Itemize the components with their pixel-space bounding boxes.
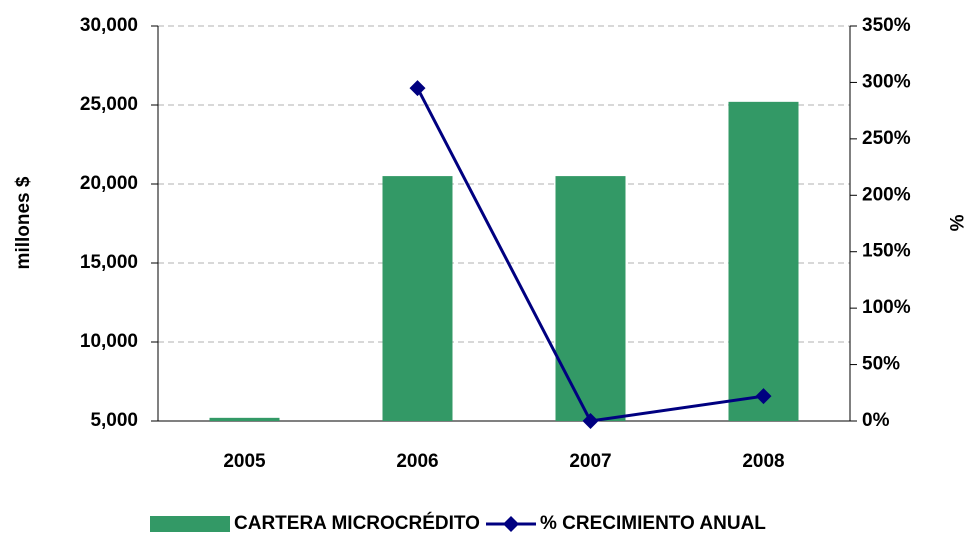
x-tick-label: 2008	[742, 451, 784, 472]
line-marker	[582, 413, 599, 429]
y2-tick-label: 150%	[862, 241, 911, 262]
x-tick-label: 2007	[569, 451, 611, 472]
y-tick-label: 10,000	[80, 331, 138, 352]
line-marker	[755, 388, 772, 405]
y-tick-label: 20,000	[80, 173, 138, 194]
x-tick-label: 2006	[396, 451, 438, 472]
bar	[209, 417, 280, 421]
bar	[382, 176, 453, 421]
y2-tick-label: 50%	[862, 354, 900, 375]
y-axis-label: millones $	[13, 176, 34, 269]
x-tick-label: 2005	[223, 451, 266, 472]
y2-tick-label: 100%	[862, 297, 911, 318]
y-tick-label: 5,000	[90, 410, 138, 431]
bar	[728, 101, 799, 421]
y2-tick-label: 300%	[862, 71, 911, 92]
y2-tick-label: 0%	[862, 410, 890, 431]
y2-tick-label: 250%	[862, 128, 911, 149]
legend-swatch	[150, 516, 230, 532]
legend-marker	[503, 516, 519, 532]
y2-tick-label: 200%	[862, 184, 911, 205]
bar	[555, 176, 626, 421]
y2-tick-label: 350%	[862, 15, 911, 36]
legend-label: CARTERA MICROCRÉDITO	[234, 512, 480, 534]
line-marker	[409, 80, 426, 97]
legend-label: % CRECIMIENTO ANUAL	[540, 513, 766, 534]
y-tick-label: 30,000	[80, 15, 138, 36]
y2-axis-label: %	[945, 215, 966, 232]
y-tick-label: 25,000	[80, 94, 138, 115]
y-tick-label: 15,000	[80, 252, 138, 273]
